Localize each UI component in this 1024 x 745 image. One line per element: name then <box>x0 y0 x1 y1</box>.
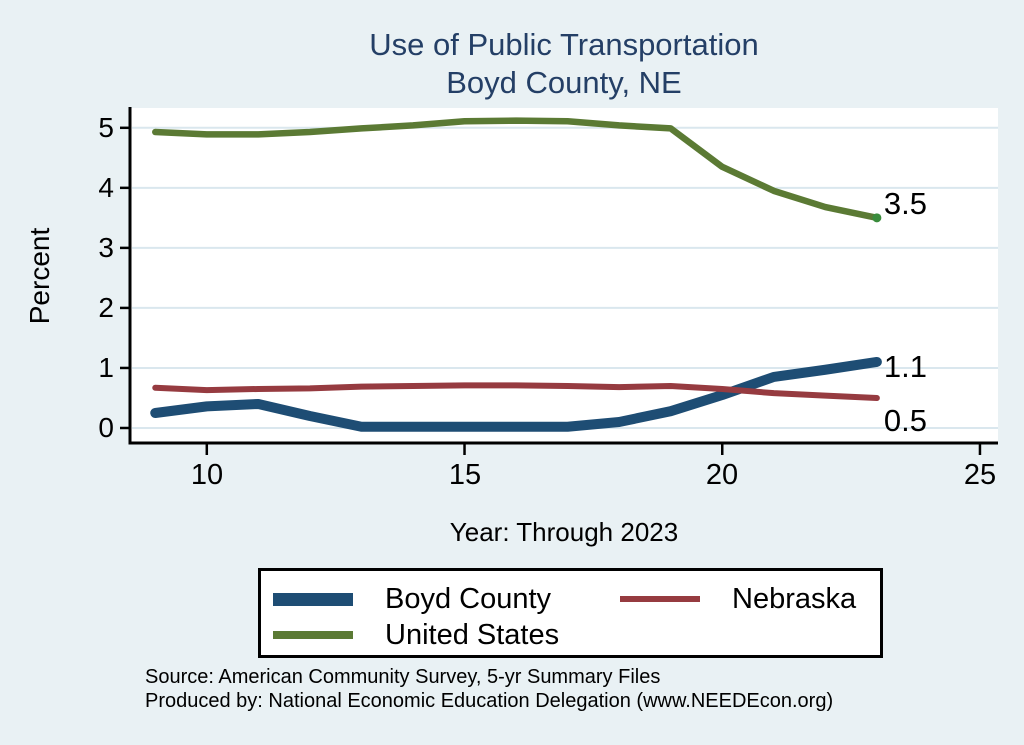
source-line-1: Source: American Community Survey, 5-yr … <box>145 666 661 688</box>
y-tick-label-0: 0 <box>98 412 114 443</box>
x-tick-label-15: 15 <box>448 459 482 491</box>
source-note: Source: American Community Survey, 5-yr … <box>145 666 833 713</box>
chart-title-line-1: Use of Public Transportation <box>369 27 759 62</box>
legend-label-nebraska: Nebraska <box>732 582 857 615</box>
chart-title: Use of Public Transportation Boyd County… <box>130 26 998 102</box>
x-axis-title: Year: Through 2023 <box>449 517 679 547</box>
legend-key-nebraska <box>620 596 700 602</box>
y-tick-label-3: 3 <box>98 232 114 263</box>
legend-label-united-states: United States <box>385 618 560 651</box>
x-tick-label-25: 25 <box>963 459 997 491</box>
end-value-label-boyd-county: 1.1 <box>883 348 927 384</box>
end-value-label-nebraska: 0.5 <box>883 402 927 438</box>
legend-item-boyd-county: Boyd County <box>273 579 551 619</box>
legend-item-united-states: United States <box>273 615 559 655</box>
chart-title-line-2: Boyd County, NE <box>446 65 682 100</box>
y-tick-label-1: 1 <box>98 352 114 383</box>
y-tick-label-4: 4 <box>98 172 114 203</box>
legend-label-boyd-county: Boyd County <box>385 582 552 615</box>
y-tick-label-5: 5 <box>98 112 114 143</box>
y-tick-label-2: 2 <box>98 292 114 323</box>
legend: Boyd County Nebraska United States <box>258 568 883 658</box>
legend-item-nebraska: Nebraska <box>620 579 856 619</box>
source-line-2: Produced by: National Economic Education… <box>145 689 834 712</box>
x-tick-label-10: 10 <box>190 459 224 491</box>
x-tick-label-20: 20 <box>705 459 739 491</box>
legend-key-united-states <box>273 631 353 639</box>
legend-key-boyd-county <box>273 592 353 606</box>
end-value-label-united-states: 3.5 <box>883 185 927 221</box>
